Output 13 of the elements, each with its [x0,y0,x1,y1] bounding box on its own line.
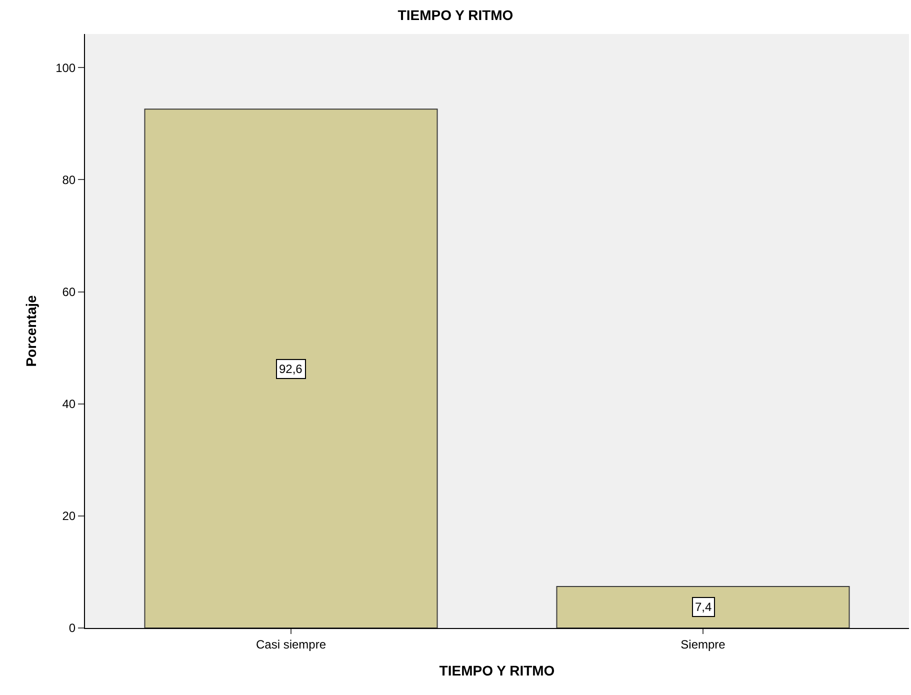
y-tick-label: 40 [62,397,76,412]
y-tick-label: 0 [68,621,76,636]
chart-title: TIEMPO Y RITMO [398,7,514,24]
x-tick-label: Casi siempre [256,637,326,652]
y-tick-label: 60 [62,284,76,299]
y-tick-label: 80 [62,172,76,187]
x-tick-label: Siempre [680,637,726,652]
x-axis-title: TIEMPO Y RITMO [439,662,555,679]
y-axis-title: Porcentaje [23,294,40,367]
data-label: 7,4 [695,600,712,614]
y-tick-label: 100 [56,60,76,75]
y-tick-label: 20 [62,509,76,524]
data-label: 92,6 [279,362,303,376]
